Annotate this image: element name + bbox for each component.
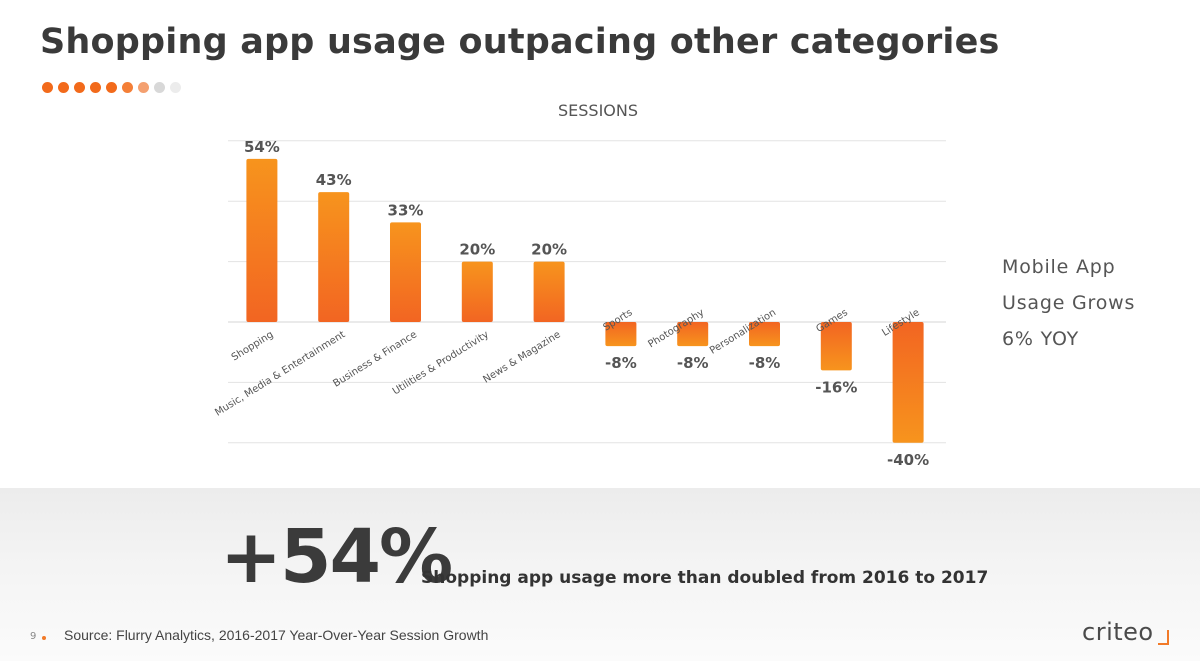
data-label: -8% <box>605 354 637 372</box>
side-note-line-1: Mobile App <box>1002 256 1116 278</box>
data-label: -40% <box>887 451 929 469</box>
page-title: Shopping app usage outpacing other categ… <box>40 22 1000 62</box>
progress-dot <box>58 82 69 93</box>
category-label: Shopping <box>230 329 276 363</box>
bar <box>605 322 637 347</box>
page-dot-icon <box>42 636 46 640</box>
chart-title: SESSIONS <box>558 101 638 120</box>
bar <box>892 322 924 443</box>
chart-data-labels: 54% 43% 33% 20% 20% -8% -8% -8% -16% -40% <box>244 138 929 469</box>
logo-bracket-icon <box>1158 630 1169 645</box>
bar <box>820 322 852 371</box>
data-label: -8% <box>677 354 709 372</box>
progress-dot <box>74 82 85 93</box>
bar <box>533 261 565 322</box>
category-label: News & Magazine <box>481 329 562 385</box>
data-label: 33% <box>388 201 424 219</box>
bar <box>461 261 493 322</box>
bar <box>246 158 278 322</box>
progress-dot <box>122 82 133 93</box>
data-label: -16% <box>815 378 857 396</box>
side-note: Mobile App Usage Grows 6% YOY <box>1002 249 1135 357</box>
chart-bars <box>246 158 924 443</box>
data-label: 43% <box>316 171 352 189</box>
criteo-logo: criteo <box>1082 618 1154 646</box>
progress-dot <box>154 82 165 93</box>
source-note: Source: Flurry Analytics, 2016-2017 Year… <box>64 627 489 643</box>
bar <box>318 192 350 322</box>
data-label: 20% <box>459 241 495 259</box>
highlight-band <box>0 488 1200 661</box>
progress-dot <box>90 82 101 93</box>
page-number: 9 <box>30 631 37 642</box>
progress-dot <box>170 82 181 93</box>
category-label: Music, Media & Entertainment <box>213 329 347 418</box>
progress-dot <box>42 82 53 93</box>
bar <box>390 222 421 322</box>
bar <box>677 322 709 347</box>
data-label: 20% <box>531 241 567 259</box>
highlight-text: Shopping app usage more than doubled fro… <box>421 568 989 588</box>
side-note-line-2: Usage Grows <box>1002 292 1136 314</box>
progress-dot <box>106 82 117 93</box>
data-label: -8% <box>749 354 781 372</box>
progress-dot <box>138 82 149 93</box>
data-label: 54% <box>244 138 280 156</box>
bar <box>749 322 780 347</box>
sessions-bar-chart: SESSIONS 54% 43% 33% 20% 20% -8% -8% -8% -16% -40… <box>213 101 946 469</box>
highlight-stat: +54% <box>220 514 453 600</box>
side-note-line-3: 6% YOY <box>1002 328 1080 350</box>
